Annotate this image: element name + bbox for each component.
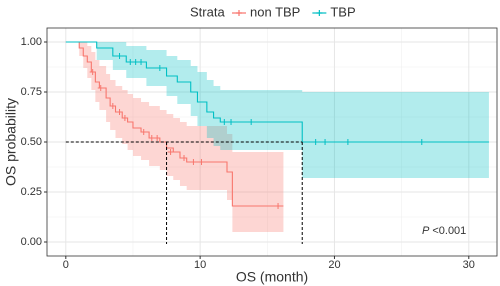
censor-mark xyxy=(312,139,319,145)
survival-curve xyxy=(65,41,489,143)
censor-mark xyxy=(221,119,228,125)
censor-mark xyxy=(275,203,282,209)
x-tick-label: 10 xyxy=(194,259,206,271)
censor-mark xyxy=(116,109,123,115)
legend-key xyxy=(316,10,323,16)
legend-title: Strata xyxy=(190,4,225,19)
x-axis-label: OS (month) xyxy=(236,269,308,285)
censor-mark xyxy=(132,59,139,65)
survival-curve xyxy=(65,41,284,207)
annotation-text: <0.001 xyxy=(432,225,466,237)
censor-mark xyxy=(156,65,163,71)
censor-mark xyxy=(248,119,255,125)
y-tick-label: 0.25 xyxy=(21,186,42,198)
y-tick-label: 0.00 xyxy=(21,236,42,248)
censor-mark xyxy=(140,129,147,135)
plot-border xyxy=(46,27,498,257)
censor-mark xyxy=(322,139,329,145)
y-axis-label: OS probability xyxy=(3,98,19,186)
censor-mark xyxy=(181,155,188,161)
censor-mark xyxy=(167,149,174,155)
censor-mark xyxy=(344,139,351,145)
censor-mark xyxy=(228,119,235,125)
legend-key xyxy=(236,10,242,16)
censor-mark xyxy=(148,135,155,141)
censor-mark xyxy=(109,103,116,109)
censor-mark xyxy=(127,59,134,65)
x-tick-label: 0 xyxy=(63,259,69,271)
y-tick-label: 0.75 xyxy=(21,86,42,98)
censor-mark xyxy=(418,139,425,145)
x-tick-label: 30 xyxy=(463,259,475,271)
annotation: P <0.001 xyxy=(422,225,466,237)
censor-mark xyxy=(121,115,128,121)
censor-mark xyxy=(190,159,197,165)
legend-label: TBP xyxy=(330,4,355,19)
censor-mark xyxy=(89,69,96,75)
censor-mark xyxy=(97,85,104,91)
y-tick-label: 1.00 xyxy=(21,36,42,48)
annotation-italic: P xyxy=(422,225,430,237)
confidence-band xyxy=(65,42,284,232)
censor-mark xyxy=(138,59,145,65)
legend-label: non TBP xyxy=(250,4,300,19)
censor-mark xyxy=(154,135,161,141)
x-tick-label: 20 xyxy=(328,259,340,271)
censor-mark xyxy=(116,53,123,59)
y-tick-label: 0.50 xyxy=(21,136,42,148)
censor-mark xyxy=(198,159,205,165)
